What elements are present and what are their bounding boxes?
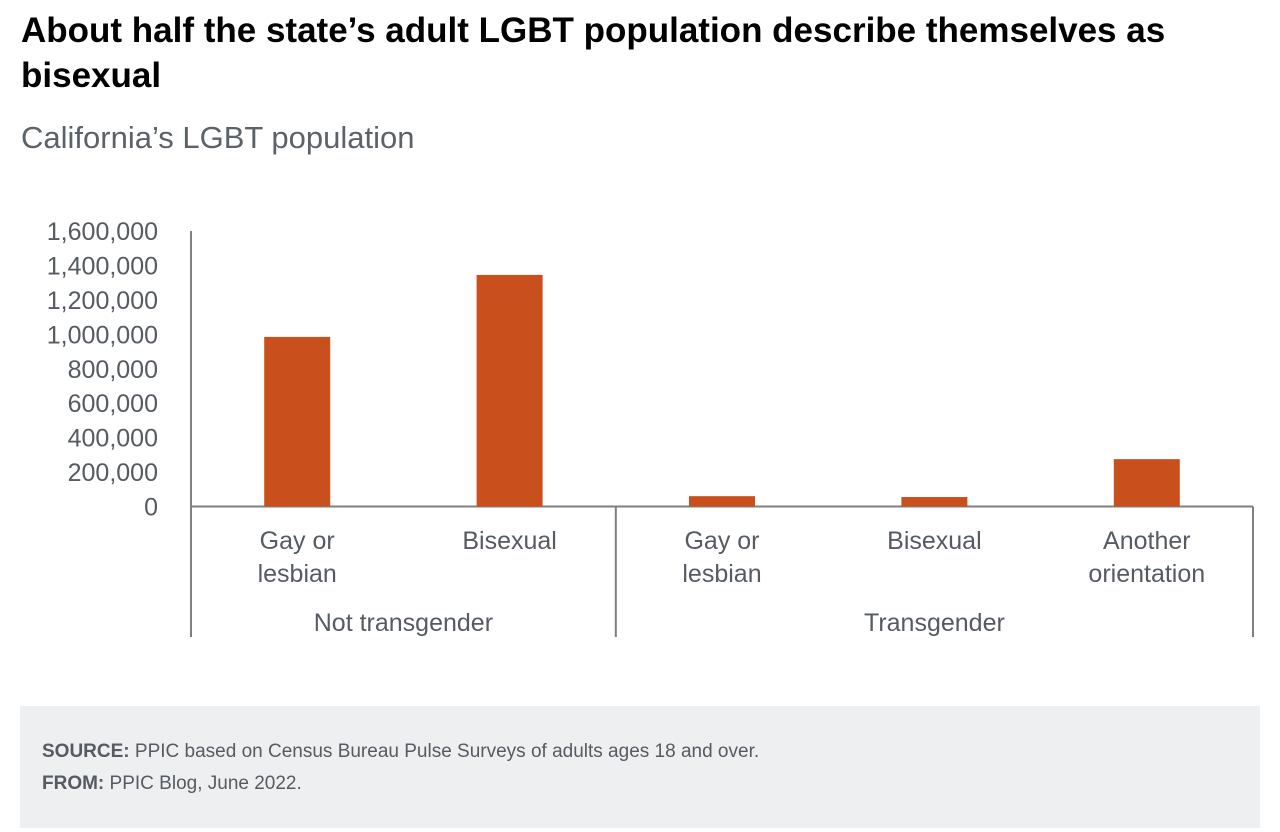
chart-subtitle: California’s LGBT population [21, 120, 415, 155]
bar-chart: 0 200,000 400,000 600,000 800,000 1,000,000 1,… [47, 218, 1254, 637]
bar [901, 497, 968, 507]
y-tick-label: 1,600,000 [47, 218, 158, 246]
source-label: SOURCE: [42, 741, 130, 762]
y-tick-label: 200,000 [68, 459, 158, 487]
from-line: FROM: PPIC Blog, June 2022. [42, 768, 1238, 800]
from-label: FROM: [42, 773, 105, 794]
source-line: SOURCE: PPIC based on Census Bureau Puls… [42, 736, 1238, 768]
bar [689, 496, 755, 507]
group-label: Not transgender [314, 609, 493, 637]
y-tick-label: 600,000 [68, 390, 158, 418]
y-tick-label: 1,000,000 [47, 321, 158, 349]
category-label: Gay or lesbian [682, 527, 761, 588]
category-label: Bisexual [887, 527, 982, 555]
chart-title: About half the state’s adult LGBT popula… [21, 11, 1166, 95]
category-label: Bisexual [462, 527, 557, 555]
y-tick-label: 800,000 [68, 356, 158, 384]
bar [264, 336, 331, 507]
source-note: SOURCE: PPIC based on Census Bureau Puls… [20, 706, 1260, 828]
group-label: Transgender [864, 609, 1005, 637]
source-text: PPIC based on Census Bureau Pulse Survey… [129, 741, 760, 762]
y-tick-label: 400,000 [68, 425, 158, 453]
bar [476, 274, 543, 507]
y-tick-label: 0 [144, 494, 158, 522]
category-label: Another orientation [1088, 527, 1205, 588]
bar [1113, 459, 1180, 507]
y-tick-label: 1,200,000 [47, 287, 158, 315]
y-tick-label: 1,400,000 [47, 252, 158, 280]
category-label: Gay or lesbian [258, 527, 337, 588]
from-text: PPIC Blog, June 2022. [104, 773, 302, 794]
